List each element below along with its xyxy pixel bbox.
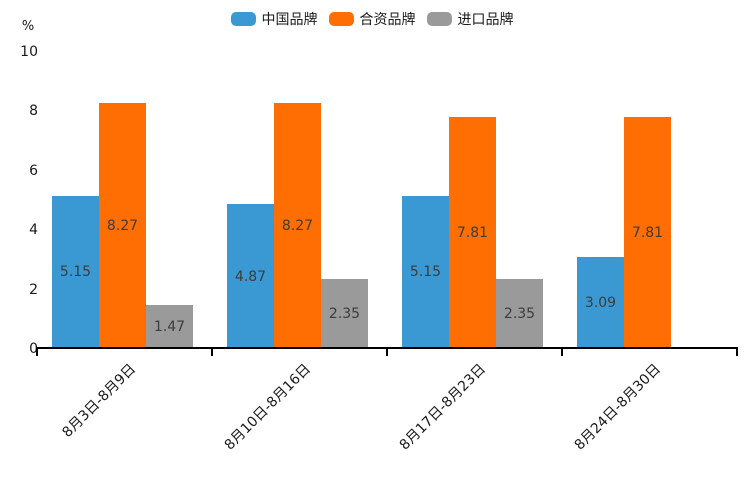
legend-item-series-2[interactable]: 合资品牌	[328, 9, 416, 29]
legend-swatch-icon	[328, 12, 354, 26]
bar-中国品牌-8月17日-8月23日: 5.15	[402, 195, 449, 349]
chart-legend: 中国品牌 合资品牌 进口品牌	[0, 9, 744, 29]
bar-进口品牌-8月10日-8月16日: 2.35	[321, 279, 368, 349]
legend-item-series-1[interactable]: 中国品牌	[230, 9, 318, 29]
bar-value-label: 8.27	[281, 217, 314, 234]
legend-label: 合资品牌	[359, 12, 416, 28]
bar-value-label: 4.87	[234, 268, 267, 285]
bar-进口品牌-8月3日-8月9日: 1.47	[146, 305, 193, 349]
x-axis-tick	[561, 347, 563, 356]
bar-value-label: 7.81	[456, 224, 489, 241]
y-axis-tick-label: 0	[29, 341, 38, 357]
bar-合资品牌-8月3日-8月9日: 8.27	[99, 102, 146, 349]
y-axis-unit-label: %	[21, 19, 35, 34]
bar-value-label: 2.35	[328, 306, 361, 323]
legend-label: 中国品牌	[261, 12, 318, 28]
legend-label: 进口品牌	[457, 12, 514, 28]
bar-value-label: 7.81	[631, 224, 664, 241]
bar-value-label: 2.35	[503, 306, 536, 323]
bar-value-label: 5.15	[59, 264, 92, 281]
bar-中国品牌-8月24日-8月30日: 3.09	[577, 257, 624, 349]
bar-进口品牌-8月17日-8月23日: 2.35	[496, 279, 543, 349]
bar-value-label: 3.09	[584, 295, 617, 312]
bar-中国品牌-8月3日-8月9日: 5.15	[52, 195, 99, 349]
x-axis-tick	[386, 347, 388, 356]
x-axis-tick	[36, 347, 38, 356]
y-axis-tick-label: 6	[29, 162, 38, 179]
bar-合资品牌-8月17日-8月23日: 7.81	[449, 116, 496, 349]
legend-swatch-icon	[426, 12, 452, 26]
x-axis-tick	[211, 347, 213, 356]
legend-swatch-icon	[230, 12, 256, 26]
bar-中国品牌-8月10日-8月16日: 4.87	[227, 204, 274, 349]
bar-合资品牌-8月10日-8月16日: 8.27	[274, 102, 321, 349]
x-axis-category-label: 8月10日-8月16日	[221, 361, 314, 454]
x-axis-category-label: 8月3日-8月9日	[59, 361, 139, 441]
x-axis-category-label: 8月24日-8月30日	[571, 361, 664, 454]
x-axis-category-label: 8月17日-8月23日	[396, 361, 489, 454]
bar-合资品牌-8月24日-8月30日: 7.81	[624, 116, 671, 349]
y-axis-tick-label: 4	[29, 222, 38, 238]
legend-item-series-3[interactable]: 进口品牌	[426, 9, 514, 29]
x-axis-tick	[736, 347, 738, 356]
y-axis-tick-label: 8	[29, 103, 38, 119]
y-axis-tick-label: 10	[20, 43, 38, 60]
y-axis-tick-label: 2	[29, 281, 38, 298]
bar-value-label: 5.15	[409, 264, 442, 281]
bar-value-label: 8.27	[106, 217, 139, 234]
bar-value-label: 1.47	[153, 319, 186, 336]
